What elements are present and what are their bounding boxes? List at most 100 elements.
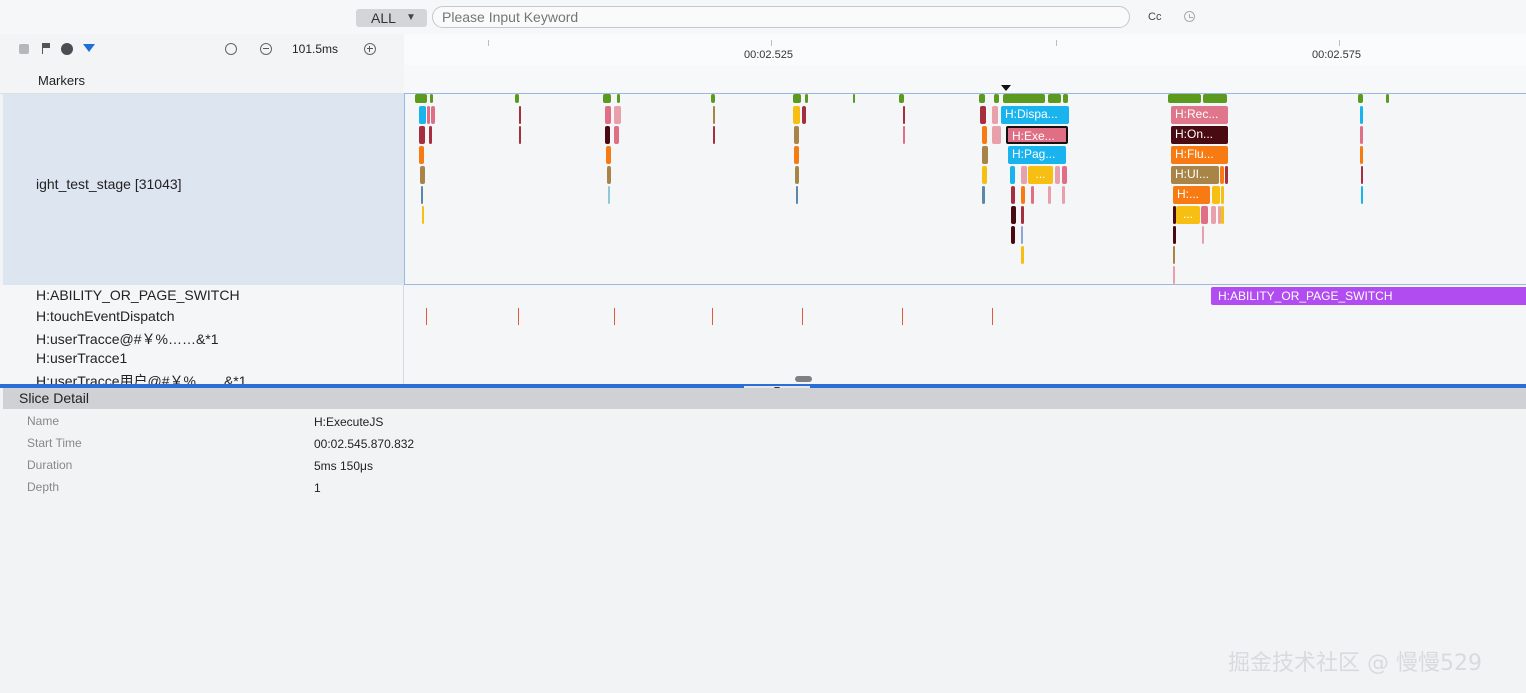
cpu-slice[interactable] (1003, 94, 1045, 103)
trace-slice-ellipsis[interactable]: ... (1028, 166, 1053, 184)
trace-slice[interactable] (614, 126, 619, 144)
trace-slice[interactable] (427, 106, 430, 124)
trace-slice[interactable] (1021, 166, 1027, 184)
cpu-slice[interactable] (711, 94, 715, 103)
trace-slice[interactable] (1211, 206, 1216, 224)
cpu-slice[interactable] (1203, 94, 1227, 103)
trace-slice[interactable] (903, 106, 905, 124)
trace-slice[interactable] (1021, 226, 1023, 244)
trace-slice[interactable] (795, 166, 799, 184)
current-position-marker-icon[interactable] (1001, 85, 1011, 91)
thread-row-usertrace1[interactable]: H:userTracce1 (0, 348, 1526, 370)
trace-slice[interactable] (1011, 226, 1015, 244)
trace-slice[interactable] (1055, 166, 1060, 184)
trace-slice[interactable] (903, 126, 905, 144)
trace-slice[interactable] (421, 186, 423, 204)
trace-slice[interactable] (1360, 126, 1363, 144)
trace-slice[interactable] (1221, 206, 1224, 224)
markers-row-header[interactable]: Markers (0, 65, 405, 94)
cpu-slice[interactable] (617, 94, 620, 103)
trace-slice-ellipsis[interactable]: ... (1176, 206, 1200, 224)
cpu-slice[interactable] (430, 94, 433, 103)
trace-slice[interactable] (1062, 186, 1065, 204)
trace-slice[interactable] (1173, 266, 1175, 284)
globe-icon[interactable] (61, 43, 73, 55)
touch-event-slice[interactable] (712, 308, 713, 325)
trace-slice[interactable] (713, 106, 715, 124)
cpu-slice[interactable] (1386, 94, 1389, 103)
vertical-scroll-thumb[interactable] (795, 376, 812, 382)
cpu-slice[interactable] (1168, 94, 1201, 103)
trace-slice[interactable] (713, 126, 715, 144)
trace-slice[interactable] (1021, 246, 1024, 264)
trace-slice[interactable] (793, 106, 800, 124)
trace-slice-ui[interactable]: H:UI... (1171, 166, 1219, 184)
trace-slice[interactable] (982, 146, 988, 164)
cpu-slice[interactable] (805, 94, 808, 103)
trace-slice[interactable] (1212, 186, 1220, 204)
trace-slice[interactable] (419, 106, 426, 124)
process-row-header[interactable]: ight_test_stage [31043] (3, 94, 405, 285)
touch-event-slice[interactable] (992, 308, 993, 325)
trace-slice[interactable] (796, 186, 798, 204)
trace-slice[interactable] (992, 126, 1001, 144)
filter-icon[interactable] (83, 44, 95, 52)
trace-slice[interactable] (980, 106, 986, 124)
stop-icon[interactable] (19, 44, 29, 54)
trace-slice[interactable] (1360, 146, 1363, 164)
cpu-slice[interactable] (979, 94, 985, 103)
touch-event-slice[interactable] (802, 308, 803, 325)
trace-slice-short[interactable]: H:... (1173, 186, 1210, 204)
trace-slice[interactable] (982, 186, 985, 204)
zoom-in-icon[interactable] (364, 43, 376, 55)
trace-slice[interactable] (1173, 206, 1176, 224)
trace-slice[interactable] (429, 126, 432, 144)
trace-slice[interactable] (1360, 106, 1363, 124)
trace-slice[interactable] (1011, 206, 1016, 224)
trace-slice[interactable] (1225, 166, 1228, 184)
thread-row-usertrace-special[interactable]: H:userTracce@#￥%……&*1 (0, 327, 1526, 349)
trace-slice[interactable] (982, 166, 987, 184)
trace-slice[interactable] (1048, 186, 1051, 204)
thread-row-usertrace-chinese[interactable]: H:userTracce用户@#￥%……&*1 (0, 369, 1526, 385)
detail-tab-header[interactable]: Slice Detail (3, 388, 1526, 409)
trace-slice-flush[interactable]: H:Flu... (1171, 146, 1228, 164)
touch-event-slice[interactable] (902, 308, 903, 325)
cpu-slice[interactable] (793, 94, 801, 103)
trace-slice[interactable] (1010, 166, 1015, 184)
trace-slice[interactable] (1173, 246, 1175, 264)
trace-slice[interactable] (419, 146, 424, 164)
flag-icon[interactable] (41, 43, 53, 55)
trace-slice[interactable] (1011, 186, 1015, 204)
trace-slice[interactable] (605, 126, 610, 144)
process-track[interactable]: H:Dispa... H:Exe... H:Pag... ... H:Rec..… (404, 93, 1526, 285)
search-input[interactable] (432, 6, 1130, 28)
trace-slice[interactable] (802, 106, 806, 124)
trace-slice[interactable] (1062, 166, 1067, 184)
trace-slice[interactable] (992, 106, 998, 124)
trace-slice[interactable] (1361, 186, 1363, 204)
trace-slice[interactable] (1201, 206, 1208, 224)
trace-slice[interactable] (605, 106, 611, 124)
trace-slice[interactable] (608, 186, 610, 204)
trace-slice[interactable] (1031, 186, 1034, 204)
trace-slice-dispatch[interactable]: H:Dispa... (1001, 106, 1069, 124)
cpu-slice[interactable] (603, 94, 611, 103)
trace-slice[interactable] (519, 106, 521, 124)
trace-slice-executejs[interactable]: H:Exe... (1006, 126, 1068, 144)
trace-slice[interactable] (1220, 166, 1224, 184)
trace-slice[interactable] (1021, 206, 1024, 224)
touch-event-slice[interactable] (614, 308, 615, 325)
cpu-slice[interactable] (415, 94, 427, 103)
trace-slice-on[interactable]: H:On... (1171, 126, 1228, 144)
trace-slice[interactable] (607, 166, 611, 184)
trace-slice[interactable] (794, 146, 799, 164)
scope-dropdown[interactable]: ALL ▼ (356, 9, 427, 27)
zoom-out-icon[interactable] (260, 43, 272, 55)
trace-slice-rec[interactable]: H:Rec... (1171, 106, 1228, 124)
reset-icon[interactable] (225, 43, 237, 55)
trace-slice[interactable] (1221, 186, 1224, 204)
history-icon[interactable] (1184, 11, 1195, 22)
trace-slice-page[interactable]: H:Pag... (1008, 146, 1066, 164)
touch-event-slice[interactable] (518, 308, 519, 325)
